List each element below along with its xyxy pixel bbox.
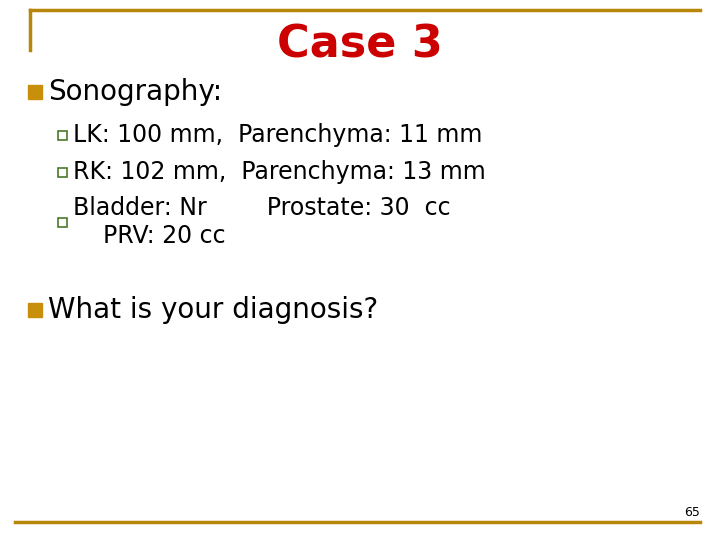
Text: Case 3: Case 3 (277, 24, 443, 66)
Text: LK: 100 mm,  Parenchyma: 11 mm: LK: 100 mm, Parenchyma: 11 mm (73, 123, 482, 147)
FancyBboxPatch shape (28, 85, 42, 99)
Text: 65: 65 (684, 505, 700, 518)
FancyBboxPatch shape (58, 218, 67, 226)
Text: Sonography:: Sonography: (48, 78, 222, 106)
Text: Bladder: Nr        Prostate: 30  cc
    PRV: 20 cc: Bladder: Nr Prostate: 30 cc PRV: 20 cc (73, 196, 451, 248)
Text: RK: 102 mm,  Parenchyma: 13 mm: RK: 102 mm, Parenchyma: 13 mm (73, 160, 486, 184)
FancyBboxPatch shape (58, 131, 67, 139)
Text: What is your diagnosis?: What is your diagnosis? (48, 296, 378, 324)
FancyBboxPatch shape (28, 303, 42, 317)
FancyBboxPatch shape (58, 167, 67, 177)
